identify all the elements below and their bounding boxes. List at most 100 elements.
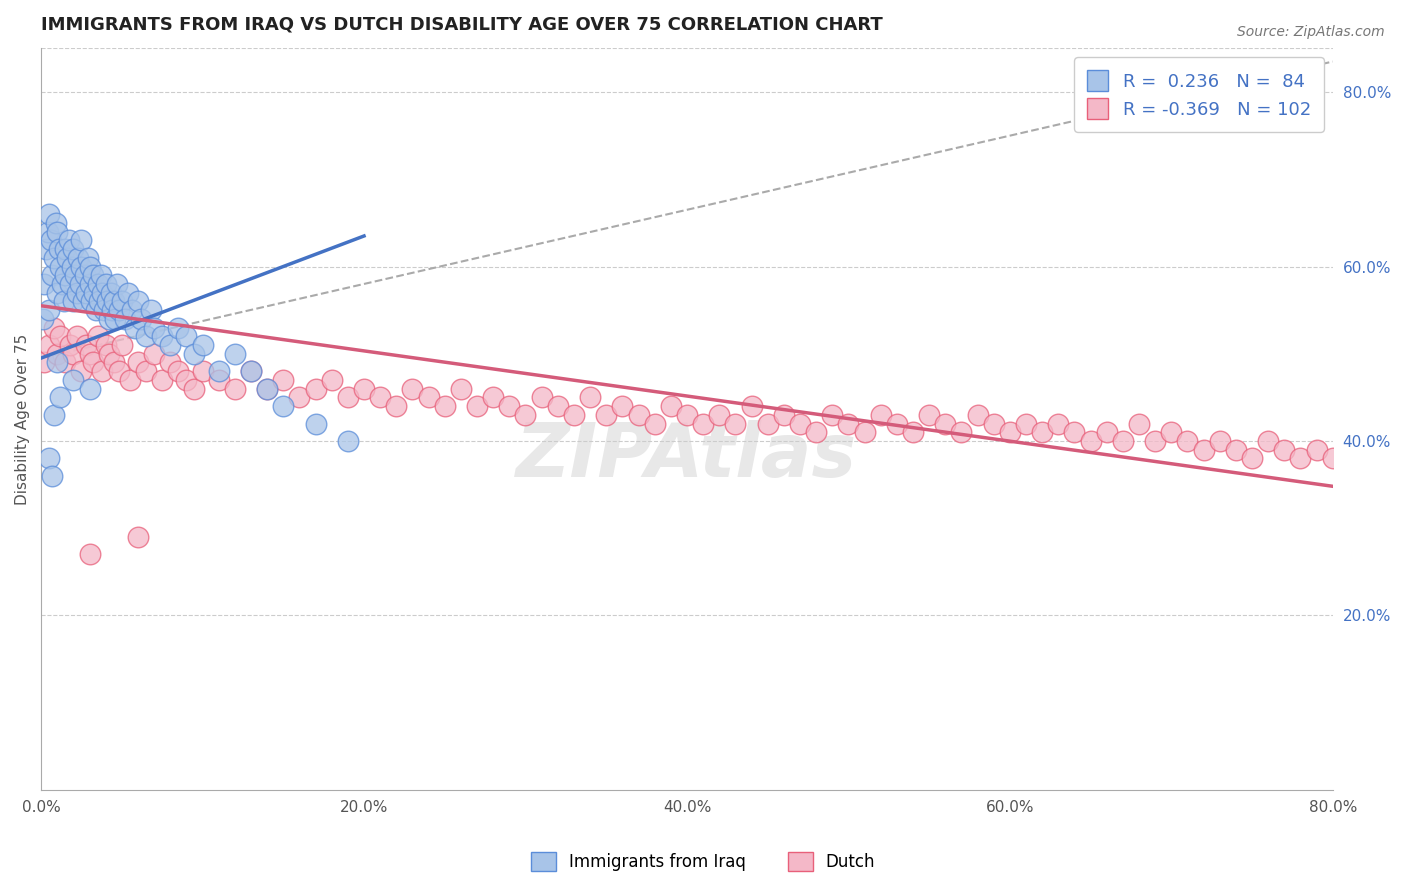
Point [724,417,747,431]
Point [208,364,231,378]
Point [34,277,56,291]
Point [562,408,585,422]
Point [966,408,988,422]
Point [77,251,100,265]
Point [998,425,1021,440]
Point [100,285,122,300]
Point [75,285,97,300]
Point [627,408,650,422]
Point [38,303,60,318]
Point [579,390,602,404]
Point [167,320,190,334]
Point [208,373,231,387]
Point [79,260,101,274]
Point [143,347,166,361]
Point [37,225,59,239]
Point [84,303,107,318]
Point [644,417,666,431]
Point [1177,434,1199,448]
Point [42,251,65,265]
Point [240,364,263,378]
Point [103,294,125,309]
Point [46,225,69,239]
Point [107,364,129,378]
Point [804,425,827,440]
Point [1322,451,1344,466]
Point [79,347,101,361]
Point [692,417,714,431]
Point [49,390,72,404]
Point [90,268,112,283]
Point [46,285,69,300]
Point [69,277,91,291]
Point [86,277,108,291]
Point [94,338,117,352]
Point [983,417,1005,431]
Point [49,329,72,343]
Point [101,303,124,318]
Point [183,382,205,396]
Point [82,268,104,283]
Point [1192,442,1215,457]
Point [96,294,118,309]
Point [58,233,80,247]
Point [418,390,440,404]
Point [498,399,520,413]
Point [853,425,876,440]
Point [39,233,62,247]
Point [139,303,162,318]
Point [105,277,128,291]
Point [1047,417,1070,431]
Point [82,355,104,369]
Point [62,347,84,361]
Legend: R =  0.236   N =  84, R = -0.369   N = 102: R = 0.236 N = 84, R = -0.369 N = 102 [1074,57,1324,132]
Point [224,382,246,396]
Point [79,547,101,561]
Point [353,382,375,396]
Point [51,277,73,291]
Point [59,277,82,291]
Point [612,399,634,413]
Point [48,242,70,256]
Legend: Immigrants from Iraq, Dutch: Immigrants from Iraq, Dutch [522,843,884,880]
Point [183,347,205,361]
Point [1272,442,1295,457]
Point [595,408,617,422]
Y-axis label: Disability Age Over 75: Disability Age Over 75 [15,334,30,505]
Point [304,417,326,431]
Point [79,277,101,291]
Point [42,320,65,334]
Point [918,408,941,422]
Point [97,347,120,361]
Point [75,338,97,352]
Point [837,417,859,431]
Point [321,373,343,387]
Point [385,399,408,413]
Point [34,355,56,369]
Point [46,347,69,361]
Point [271,373,294,387]
Point [271,399,294,413]
Point [62,294,84,309]
Point [111,294,134,309]
Point [741,399,763,413]
Point [1128,417,1150,431]
Point [121,303,143,318]
Point [143,320,166,334]
Point [1225,442,1247,457]
Point [41,268,63,283]
Point [659,399,682,413]
Point [49,260,72,274]
Point [756,417,779,431]
Point [772,408,794,422]
Point [91,285,114,300]
Point [80,294,103,309]
Point [1031,425,1053,440]
Point [104,311,127,326]
Point [45,216,67,230]
Point [482,390,505,404]
Point [886,417,908,431]
Point [950,425,973,440]
Point [38,207,60,221]
Point [1063,425,1085,440]
